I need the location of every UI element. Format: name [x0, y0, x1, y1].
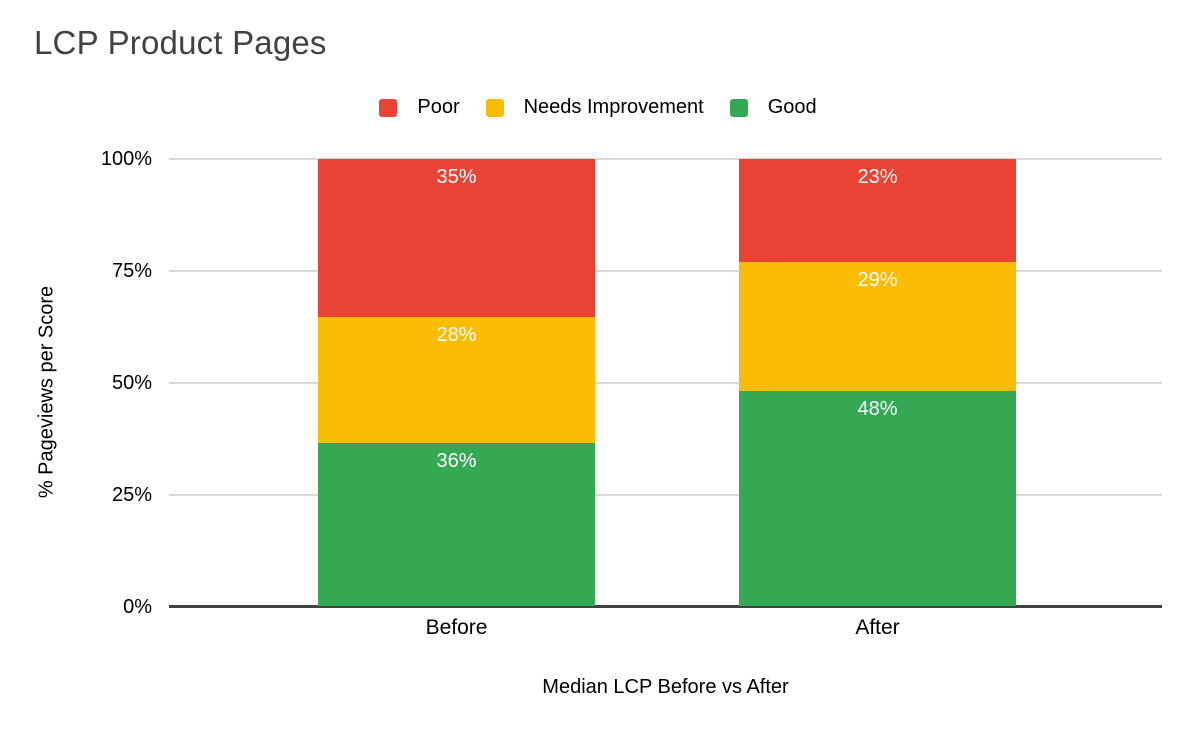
- gridline-100: [169, 158, 1162, 160]
- x-axis-line: [169, 605, 1162, 608]
- legend-swatch-good: [729, 98, 748, 117]
- legend-label-poor: Poor: [417, 96, 460, 118]
- y-axis-title: % Pageviews per Score: [35, 285, 58, 499]
- bar-segment-poor: 35%: [318, 159, 595, 318]
- legend-label-good: Good: [767, 96, 817, 118]
- legend-item-good: Good: [729, 96, 817, 119]
- stacked-bar-after: 23% 29% 48%: [739, 159, 1016, 606]
- segment-data-label: 23%: [857, 166, 898, 188]
- legend-label-needs-improvement: Needs Improvement: [523, 96, 704, 118]
- plot-area: 35% 28% 36% 23% 29% 48%: [169, 158, 1162, 608]
- chart-title: LCP Product Pages: [34, 24, 327, 61]
- y-tick-100: 100%: [100, 148, 152, 170]
- y-tick-0: 0%: [123, 596, 152, 618]
- bar-segment-good: 48%: [739, 391, 1016, 606]
- bar-segment-needs-improvement: 28%: [318, 317, 595, 444]
- segment-data-label: 29%: [857, 268, 898, 291]
- legend-item-needs-improvement: Needs Improvement: [485, 96, 704, 119]
- gridline-75: [169, 270, 1162, 272]
- y-tick-75: 75%: [111, 260, 152, 282]
- segment-data-label: 35%: [436, 166, 477, 188]
- gridline-25: [169, 494, 1162, 496]
- segment-data-label: 36%: [436, 450, 477, 473]
- legend-swatch-needs-improvement: [485, 98, 504, 117]
- legend-item-poor: Poor: [379, 96, 460, 119]
- y-tick-50: 50%: [111, 372, 152, 394]
- bar-segment-good: 36%: [318, 443, 595, 606]
- bar-segment-poor: 23%: [739, 159, 1016, 262]
- stacked-bar-before: 35% 28% 36%: [318, 159, 595, 606]
- segment-data-label: 48%: [857, 398, 898, 421]
- bar-segment-needs-improvement: 29%: [739, 261, 1016, 392]
- segment-data-label: 28%: [436, 324, 477, 347]
- y-tick-25: 25%: [111, 484, 152, 506]
- gridline-50: [169, 382, 1162, 384]
- y-axis-ticks: 100% 75% 50% 25% 0%: [0, 0, 152, 738]
- legend-swatch-poor: [379, 98, 398, 117]
- x-category-label-before: Before: [425, 616, 488, 639]
- x-axis-title: Median LCP Before vs After: [542, 676, 789, 698]
- x-category-label-after: After: [855, 616, 900, 639]
- legend: Poor Needs Improvement Good: [0, 96, 1196, 119]
